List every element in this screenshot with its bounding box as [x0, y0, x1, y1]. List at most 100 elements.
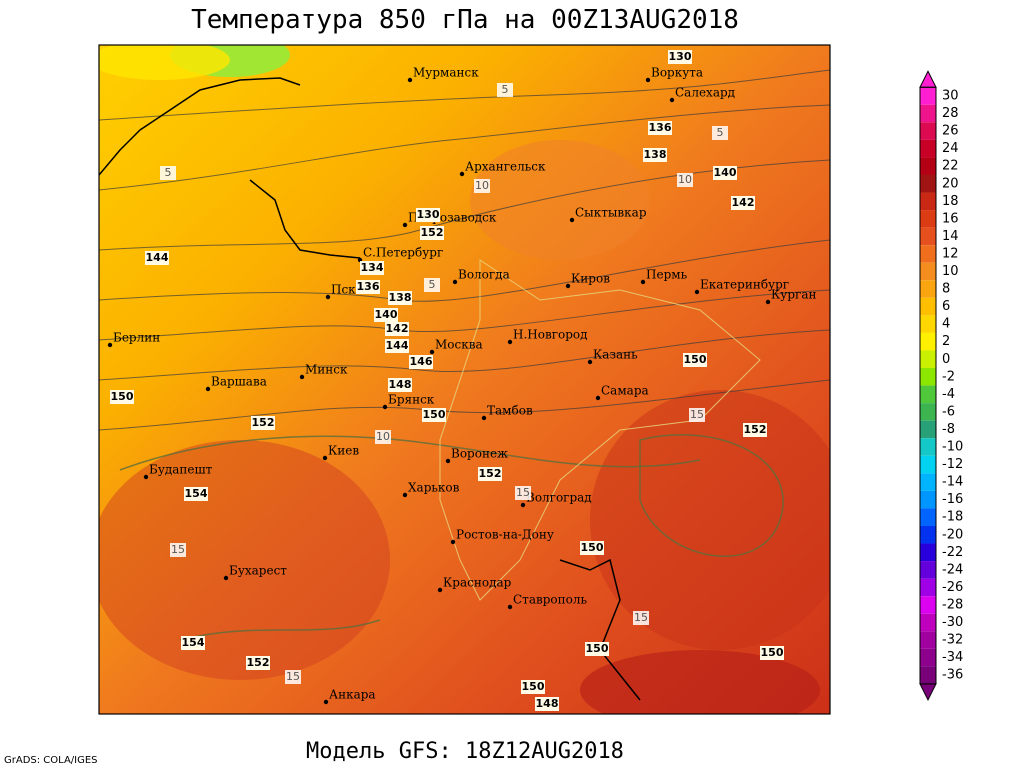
contour-label-box [184, 487, 208, 501]
contour-label: 154 [185, 487, 208, 500]
city-label: Ростов-на-Дону [456, 528, 554, 542]
contour-label-box [424, 278, 440, 292]
city-label: Брянск [388, 393, 435, 407]
colorbar-label: -32 [942, 633, 963, 648]
contour-label: 138 [644, 148, 667, 161]
city-label: Самара [601, 384, 649, 398]
contour-label-box [643, 148, 667, 162]
colorbar-swatch [920, 385, 936, 404]
colorbar-label: -14 [942, 475, 963, 490]
contour-label-box [388, 291, 412, 305]
colorbar-label: 18 [942, 194, 959, 209]
contour-label-box [356, 280, 380, 294]
contour-label: 150 [761, 646, 784, 659]
city-label: Москва [435, 338, 483, 352]
model-caption: Модель GFS: 18Z12AUG2018 [306, 739, 624, 764]
city-dot [107, 342, 113, 348]
colorbar: 302826242220181614121086420-2-4-6-8-10-1… [919, 70, 963, 702]
city-dot [595, 395, 601, 401]
contour-label: 140 [714, 166, 737, 179]
city-dot [437, 587, 443, 593]
contour-label: 138 [389, 291, 412, 304]
contour-label: 146 [410, 355, 433, 368]
contour-label: 10 [376, 430, 390, 443]
colorbar-label: 14 [942, 229, 959, 244]
city-label: Пермь [646, 268, 688, 282]
colorbar-label: -8 [942, 422, 955, 437]
colorbar-label: -10 [942, 440, 963, 455]
city-dot [299, 374, 305, 380]
contour-label-box [580, 541, 604, 555]
colorbar-label: -2 [942, 369, 955, 384]
colorbar-label: 2 [942, 334, 950, 349]
city-dot [205, 386, 211, 392]
city-label: Краснодар [443, 576, 512, 590]
contour-label-box [535, 697, 559, 711]
contour-label: 5 [502, 83, 509, 96]
colorbar-swatch [920, 631, 936, 649]
city-dot [223, 575, 229, 581]
contour-label: 144 [146, 251, 169, 264]
contour-label-box [416, 208, 440, 222]
city-label: Бухарест [229, 564, 287, 578]
contour-label-box [521, 680, 545, 694]
city-label: Ставрополь [513, 593, 587, 607]
city-dot [459, 171, 465, 177]
contour-label-box [668, 50, 692, 64]
city-dot [322, 455, 328, 461]
contour-label-box [388, 378, 412, 392]
colorbar-swatch [920, 455, 936, 474]
contour-label: 142 [386, 322, 409, 335]
city-dot [765, 299, 771, 305]
colorbar-swatch [920, 490, 936, 509]
colorbar-label: -34 [942, 650, 963, 665]
city-label: Сыктывкар [575, 206, 647, 220]
contour-label: 130 [669, 50, 692, 63]
colorbar-swatch [920, 210, 936, 228]
city-dot [694, 289, 700, 295]
contour-label-box [677, 173, 693, 187]
contour-label: 15 [516, 486, 530, 499]
colorbar-arrow-top [919, 70, 937, 88]
city-dot [407, 77, 413, 83]
city-label: Харьков [408, 481, 460, 495]
city-label: Будапешт [149, 463, 213, 477]
colorbar-swatch [920, 280, 936, 298]
colorbar-label: 26 [942, 124, 959, 139]
contour-label: 136 [357, 280, 380, 293]
city-label: Казань [593, 348, 638, 362]
colorbar-swatch [920, 174, 936, 193]
colorbar-swatch [920, 543, 936, 562]
city-label: Салехард [675, 86, 735, 100]
contour-label-box [110, 390, 134, 404]
contour-label-box [360, 261, 384, 275]
colorbar-label: 12 [942, 246, 959, 261]
colorbar-label: 20 [942, 176, 959, 191]
contour-label: 152 [421, 226, 444, 239]
colorbar-swatch [920, 262, 936, 281]
colorbar-label: 6 [942, 299, 950, 314]
contour-label-box [160, 166, 176, 180]
colorbar-label: -24 [942, 562, 963, 577]
colorbar-label: 30 [942, 89, 959, 104]
contour-label-box [585, 642, 609, 656]
contour-label-box [683, 353, 707, 367]
colorbar-label: 8 [942, 282, 950, 297]
city-dot [587, 359, 593, 365]
contour-label: 152 [252, 416, 275, 429]
contour-label: 15 [171, 543, 185, 556]
colorbar-swatch [920, 596, 936, 614]
colorbar-label: -6 [942, 404, 955, 419]
contour-label-box [409, 355, 433, 369]
city-label: Курган [771, 288, 816, 302]
contour-label-box [145, 251, 169, 265]
colorbar-swatch [920, 139, 936, 158]
colorbar-label: -26 [942, 580, 963, 595]
contour-label: 152 [744, 423, 767, 436]
colorbar-swatch [920, 666, 936, 684]
colorbar-swatch [920, 368, 936, 386]
contour-label: 140 [375, 308, 398, 321]
credit: GrADS: COLA/IGES [4, 755, 98, 766]
contour-label: 154 [182, 636, 205, 649]
